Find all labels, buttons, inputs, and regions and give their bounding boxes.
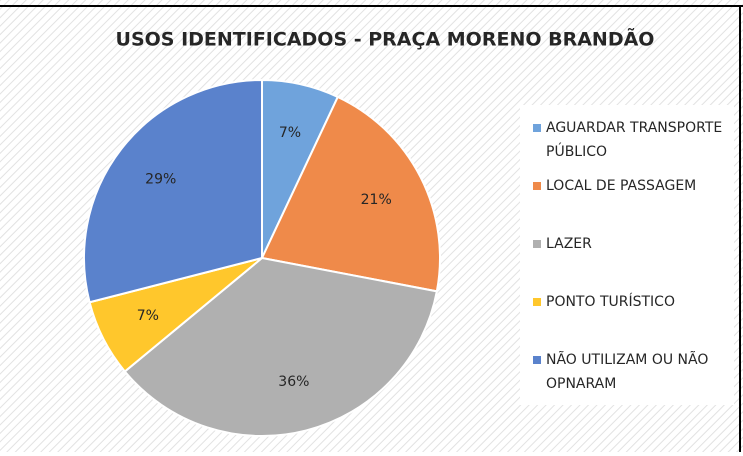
legend-swatch — [533, 298, 541, 306]
legend-label: PONTO TURÍSTICO — [546, 293, 675, 310]
pie-slice — [83, 78, 263, 304]
chart-title: USOS IDENTIFICADOS - PRAÇA MORENO BRANDÃ… — [116, 27, 655, 51]
legend-swatch — [533, 182, 541, 190]
legend-line: PÚBLICO — [546, 142, 607, 160]
legend-label: NÃO UTILIZAM OU NÃO OPNARAM — [546, 351, 708, 392]
legend-swatch — [533, 240, 541, 248]
data-label: 7% — [279, 125, 301, 141]
legend-line: OPNARAM — [546, 376, 616, 392]
legend-swatch — [533, 356, 541, 364]
data-label: 36% — [278, 374, 309, 390]
legend-line: AGUARDAR TRANSPORTE — [546, 120, 722, 136]
legend-line: NÃO UTILIZAM OU NÃO — [546, 351, 708, 368]
legend-label: AGUARDAR TRANSPORTE PÚBLICO — [546, 120, 722, 160]
pie-slice — [123, 256, 439, 437]
data-label: 21% — [361, 192, 392, 208]
legend-label: LOCAL DE PASSAGEM — [546, 178, 696, 194]
data-label: 29% — [145, 171, 176, 187]
pie-slice — [260, 95, 441, 293]
legend-swatch — [533, 124, 541, 132]
data-label: 7% — [137, 308, 159, 324]
legend-box — [520, 105, 734, 405]
legend-label: LAZER — [546, 236, 592, 252]
